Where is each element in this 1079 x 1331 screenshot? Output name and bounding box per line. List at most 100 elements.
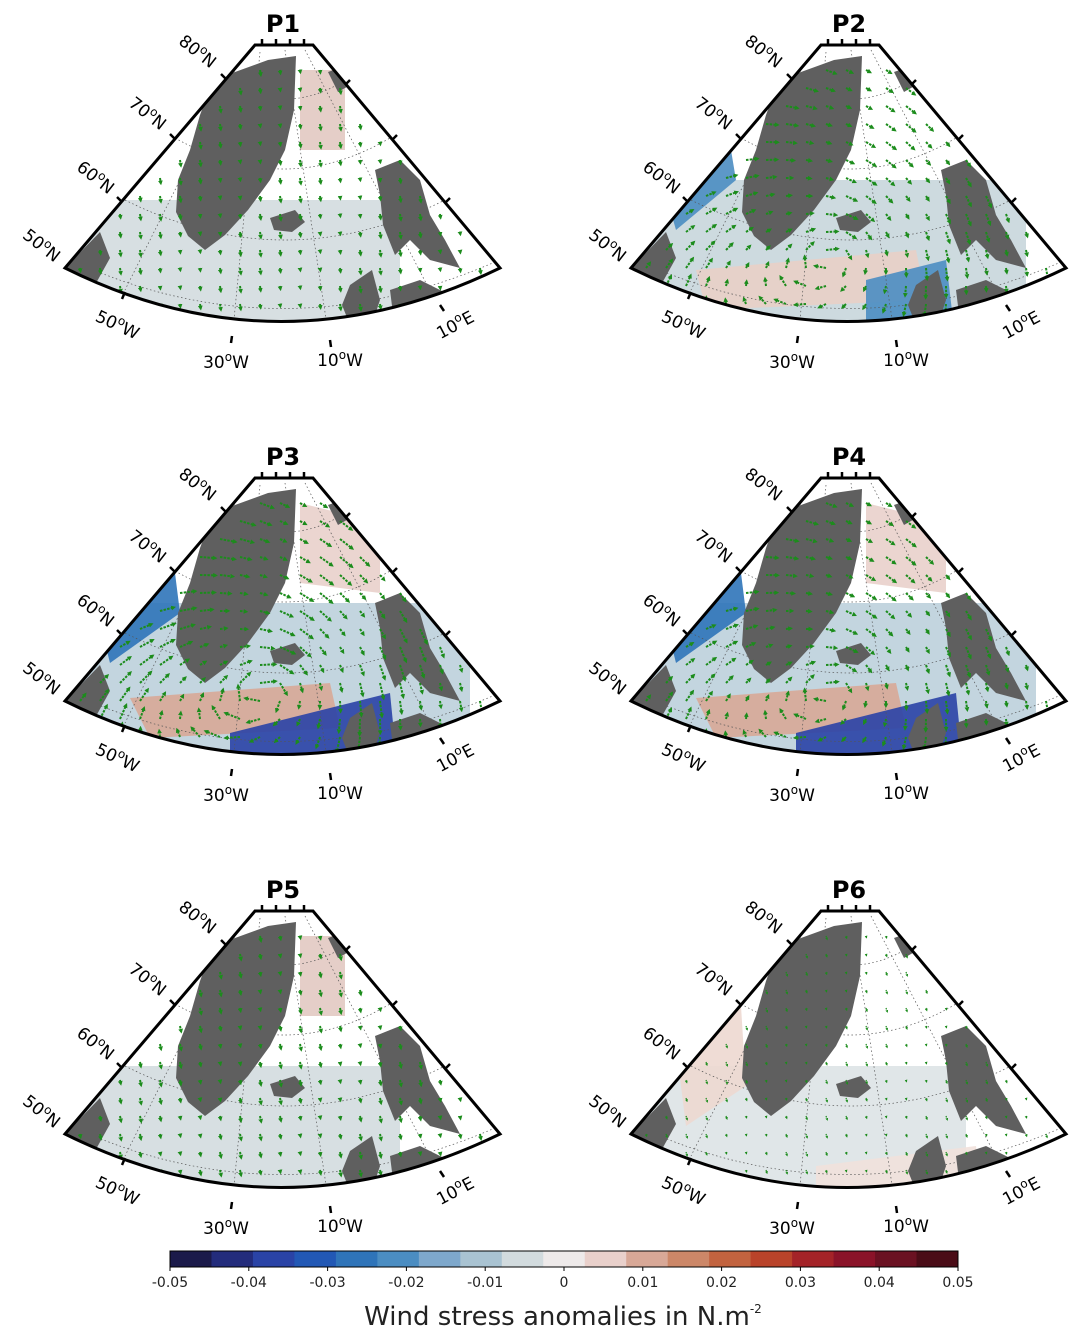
wind-vector (278, 231, 283, 240)
wind-vector (160, 340, 161, 343)
wind-vector (337, 1025, 343, 1033)
wind-vector (258, 1115, 263, 1124)
wind-vector (277, 159, 283, 166)
wind-vector (865, 123, 875, 129)
wind-vector (377, 213, 383, 221)
wind-vector (199, 607, 215, 613)
wind-vector (965, 628, 972, 641)
wind-vector (257, 285, 263, 293)
wind-vector (1004, 1151, 1008, 1155)
wind-vector (1003, 718, 1009, 727)
wind-vector (825, 1097, 829, 1103)
wind-vector (277, 267, 283, 274)
wind-vector (738, 748, 747, 755)
wind-vector (725, 1043, 729, 1049)
wind-vector (825, 140, 833, 145)
wind-vector (785, 1169, 789, 1175)
wind-vector (177, 1151, 183, 1157)
lon-label-50w: 50oW (92, 1170, 143, 1210)
wind-vector (817, 736, 827, 742)
wind-vector (119, 640, 131, 648)
wind-vector (258, 1151, 263, 1159)
wind-vector (945, 664, 951, 678)
wind-vector (865, 1043, 869, 1049)
wind-vector (219, 674, 229, 684)
wind-vector (965, 1115, 969, 1121)
wind-vector (197, 1097, 203, 1103)
colorbar-swatch (750, 1251, 793, 1267)
wind-vector (925, 556, 935, 565)
wind-vector (337, 1079, 343, 1085)
wind-vector (765, 661, 772, 667)
wind-vector (743, 279, 749, 287)
wind-vector (845, 213, 859, 220)
scandinavia (941, 593, 1026, 701)
wind-vector (965, 177, 972, 188)
wind-vector (885, 213, 892, 222)
wind-vector (1024, 231, 1029, 239)
wind-vector (885, 574, 898, 584)
wind-vector (805, 644, 815, 649)
wind-vector (238, 1133, 243, 1142)
wind-vector (417, 1151, 423, 1157)
wind-vector (298, 1043, 303, 1052)
wind-vector (805, 1151, 809, 1157)
wind-vector (217, 1079, 223, 1085)
wind-vector (905, 159, 914, 168)
wind-vector (926, 1188, 927, 1191)
wind-vector (437, 231, 443, 237)
wind-vector (339, 520, 354, 531)
wind-vector (764, 1133, 768, 1137)
wind-vector (377, 285, 383, 294)
wind-vector (725, 1061, 729, 1067)
wind-vector (317, 935, 323, 941)
wind-vector (320, 1188, 321, 1193)
colorbar-swatch (709, 1251, 752, 1267)
panel-title: P4 (832, 443, 866, 471)
wind-vector (842, 340, 846, 344)
wind-vector (685, 224, 696, 233)
wind-vector (865, 610, 878, 619)
wind-vector (238, 1151, 243, 1160)
wind-vector (198, 989, 203, 998)
wind-vector (775, 773, 786, 775)
wind-vector (398, 1079, 403, 1088)
wind-vector (117, 1079, 123, 1086)
colorbar-swatch (584, 1251, 627, 1267)
wind-vector (258, 249, 263, 258)
wind-vector (865, 664, 873, 674)
wind-vector (785, 211, 793, 216)
wind-vector (278, 1097, 283, 1106)
wind-vector (863, 267, 868, 276)
wind-vector (219, 660, 229, 666)
wind-vector (905, 195, 911, 203)
wind-vector (766, 1188, 767, 1192)
lon-label-30w: 30oW (203, 1216, 249, 1239)
wind-vector (905, 953, 909, 959)
wind-vector (219, 538, 238, 544)
wind-vector (905, 177, 913, 185)
wind-vector (337, 249, 343, 255)
colorbar-swatches (170, 1251, 959, 1267)
lat-label-50: 50oN (584, 223, 631, 267)
wind-vector (966, 1206, 967, 1208)
wind-vector (965, 682, 971, 696)
wind-vector (170, 746, 181, 755)
wind-vector (985, 773, 986, 781)
wind-vector (277, 69, 283, 76)
wind-vector (926, 1206, 927, 1209)
wind-vector (966, 755, 967, 760)
wind-vector (219, 626, 229, 631)
wind-vector (864, 1115, 868, 1120)
wind-vector (825, 194, 837, 200)
wind-vector (665, 290, 671, 305)
iceland (836, 1076, 871, 1098)
wind-vector (865, 105, 874, 110)
wind-vector (190, 726, 201, 738)
wind-vector (198, 141, 203, 150)
wind-vector (318, 682, 324, 692)
wind-vector (339, 664, 344, 674)
wind-vector (417, 718, 423, 728)
wind-vector (298, 1007, 303, 1015)
wind-vector (805, 158, 813, 163)
